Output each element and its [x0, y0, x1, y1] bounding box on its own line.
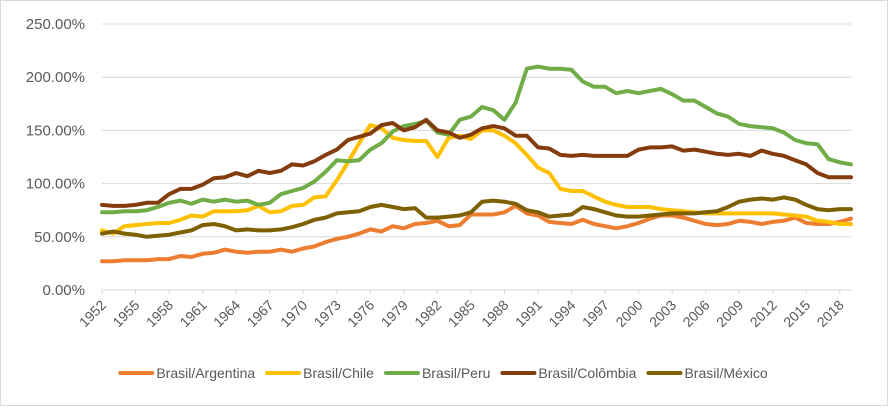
series-line-brasil-chile [100, 123, 853, 236]
x-tick-label: 1955 [109, 297, 142, 330]
series-line-brasil-argentina [100, 203, 853, 264]
legend-item: Brasil/Chile [265, 365, 374, 381]
x-tick-label: 1985 [445, 297, 478, 330]
x-tick-label: 1997 [579, 297, 612, 330]
x-tick-label: 1967 [243, 297, 276, 330]
x-tick-label: 1976 [344, 297, 377, 330]
series-line-brasil-m-xico [100, 195, 853, 239]
legend-label: Brasil/Argentina [156, 365, 255, 381]
x-tick-label: 2012 [747, 297, 780, 330]
x-tick-label: 1964 [210, 297, 243, 330]
grid-layer [102, 23, 851, 291]
y-tick-label: 150.00% [26, 122, 85, 139]
x-tick-label: 1961 [176, 297, 209, 330]
x-tick-label: 1958 [143, 297, 176, 330]
legend-item: Brasil/Peru [383, 365, 490, 381]
y-tick-label: 250.00% [26, 16, 85, 33]
x-tick-label: 1982 [411, 297, 444, 330]
x-tick-label: 2018 [814, 297, 847, 330]
legend-label: Brasil/Colômbia [538, 365, 636, 381]
legend-item: Brasil/Argentina [118, 365, 255, 381]
y-axis-ticks: 0.00% 50.00% 100.00% 150.00% 200.00% 250.00% [26, 16, 85, 299]
y-tick-label: 0.00% [42, 282, 85, 299]
x-tick-label: 1970 [277, 297, 310, 330]
x-tick-label: 2006 [679, 297, 712, 330]
y-tick-label: 200.00% [26, 69, 85, 86]
legend-label: Brasil/Peru [422, 365, 490, 381]
x-tick-label: 2015 [780, 297, 813, 330]
x-tick-label: 1979 [378, 297, 411, 330]
series-layer [100, 64, 853, 264]
x-tick-label: 1973 [311, 297, 344, 330]
legend: Brasil/Argentina Brasil/Chile Brasil/Peru B… [118, 365, 768, 381]
x-tick-label: 2000 [612, 297, 645, 330]
legend-label: Brasil/Chile [303, 365, 374, 381]
y-tick-label: 100.00% [26, 176, 85, 193]
y-tick-label: 50.00% [34, 229, 85, 246]
x-tick-label: 1994 [545, 297, 578, 330]
legend-item: Brasil/México [646, 365, 768, 381]
legend-label: Brasil/México [684, 365, 767, 381]
x-tick-label: 2003 [646, 297, 679, 330]
x-axis-ticks: 1952 1955 1958 1961 1964 1967 1970 1973 1976 1979… [76, 290, 847, 330]
x-tick-label: 2009 [713, 297, 746, 330]
x-tick-label: 1988 [478, 297, 511, 330]
x-tick-label: 1991 [512, 297, 545, 330]
x-tick-label: 1952 [76, 297, 109, 330]
series-line-brasil-col-mbia [100, 117, 853, 208]
series-line-brasil-peru [100, 64, 853, 215]
legend-item: Brasil/Colômbia [500, 365, 637, 381]
